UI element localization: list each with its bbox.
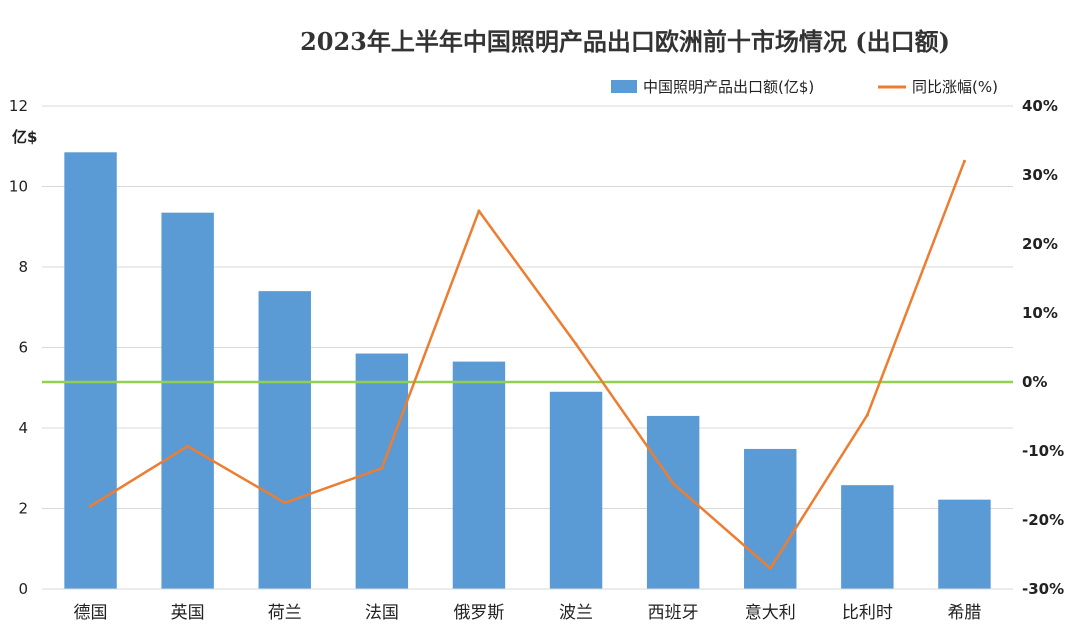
bar-6 (646, 415, 700, 589)
bar-0 (64, 152, 117, 589)
growth-point-3 (380, 466, 384, 470)
left-tick-label: 4 (18, 419, 28, 437)
left-tick-label: 2 (18, 500, 28, 518)
category-label: 比利时 (842, 603, 893, 623)
growth-line (89, 160, 966, 570)
bar-2 (258, 291, 311, 589)
left-axis-unit: 亿$ (12, 128, 37, 146)
growth-point-9 (962, 159, 966, 163)
left-tick-label: 8 (18, 258, 28, 276)
bar-7 (744, 448, 797, 589)
category-label: 法国 (365, 603, 399, 623)
bars (64, 152, 991, 589)
bar-9 (938, 499, 991, 589)
category-label: 西班牙 (648, 603, 699, 623)
bar-4 (452, 361, 506, 589)
category-label: 波兰 (559, 603, 593, 623)
category-label: 意大利 (745, 603, 796, 623)
axes: 0 2 4 6 8 10 12 亿$ -30% -20% -10% 0% 10% 20% 30% 40% 德国 英… (9, 97, 1064, 623)
category-label: 德国 (74, 603, 108, 623)
left-tick-label: 10 (9, 178, 28, 196)
growth-point-1 (186, 444, 190, 448)
bar-3 (355, 353, 409, 589)
category-label: 俄罗斯 (453, 603, 504, 623)
legend-bar-swatch (611, 80, 637, 93)
right-tick-label: 30% (1022, 166, 1058, 184)
legend-bar-label: 中国照明产品出口额(亿$) (643, 78, 814, 96)
right-tick-label: -30% (1022, 580, 1064, 598)
category-label: 希腊 (947, 603, 981, 623)
growth-line-series (89, 159, 966, 570)
bar-8 (841, 485, 894, 589)
legend: 中国照明产品出口额(亿$) 同比涨幅(%) (611, 78, 998, 96)
right-tick-label: 20% (1022, 235, 1058, 253)
growth-point-4 (477, 209, 481, 213)
bar-1 (161, 212, 214, 589)
growth-point-7 (768, 566, 772, 570)
growth-point-5 (574, 342, 578, 346)
category-label: 荷兰 (268, 603, 302, 623)
right-tick-label: -10% (1022, 442, 1064, 460)
chart-title: 2023年上半年中国照明产品出口欧洲前十市场情况 (出口额) (300, 27, 950, 56)
right-tick-label: 40% (1022, 97, 1058, 115)
legend-line-label: 同比涨幅(%) (912, 78, 998, 96)
growth-point-8 (865, 413, 869, 417)
right-tick-label: -20% (1022, 511, 1064, 529)
growth-point-0 (89, 504, 93, 508)
bar-5 (549, 391, 603, 589)
right-tick-label: 10% (1022, 304, 1058, 322)
growth-point-6 (671, 481, 675, 485)
left-tick-label: 12 (9, 97, 28, 115)
growth-point-2 (283, 501, 287, 505)
category-label: 英国 (171, 603, 205, 623)
left-tick-label: 6 (18, 339, 28, 357)
right-tick-label: 0% (1022, 373, 1047, 391)
left-tick-label: 0 (18, 580, 28, 598)
